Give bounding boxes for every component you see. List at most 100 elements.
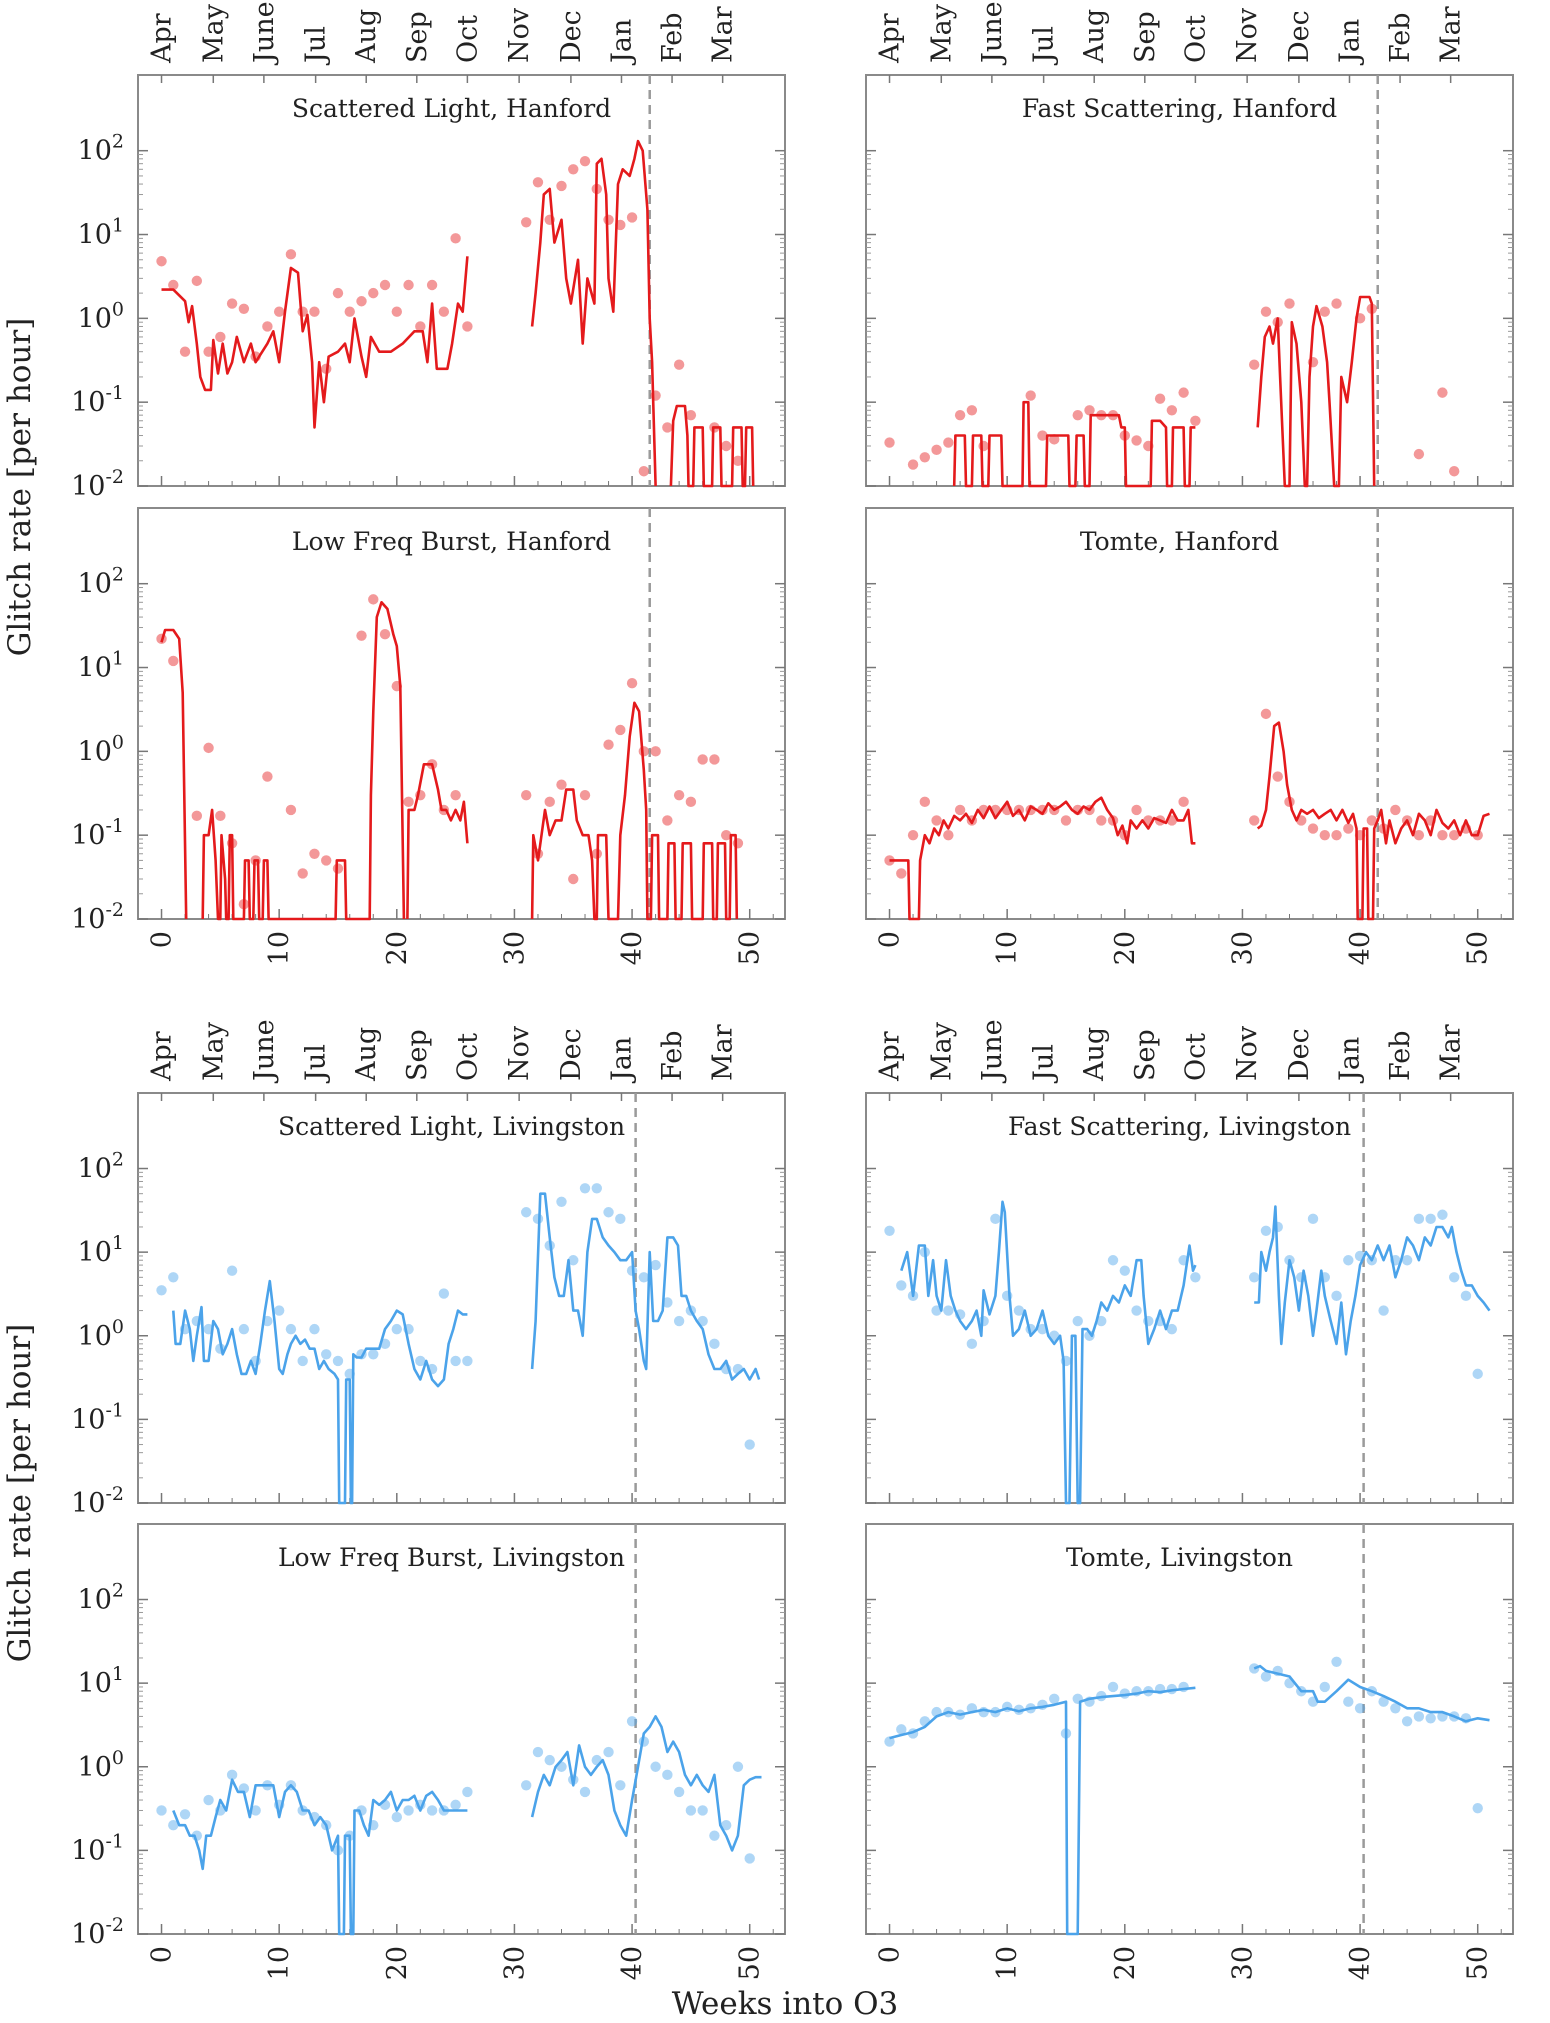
data-point: [156, 256, 167, 267]
data-point: [1249, 1272, 1260, 1283]
month-label: May: [198, 3, 229, 63]
data-point: [1401, 1255, 1413, 1266]
data-point: [579, 1786, 591, 1798]
data-point: [426, 279, 438, 291]
data-point: [285, 1323, 297, 1335]
data-point: [1401, 1716, 1413, 1727]
data-point: [532, 177, 544, 188]
panel-title: Fast Scattering, Livingston: [1008, 1112, 1351, 1141]
y-tick-label: 101: [78, 1663, 124, 1699]
data-point: [732, 838, 744, 849]
data-point: [568, 1255, 579, 1266]
data-point: [1119, 1265, 1131, 1276]
data-point: [662, 815, 673, 826]
data-point: [521, 1207, 532, 1218]
data-point: [1331, 1290, 1342, 1302]
y-tick-label: 10-2: [71, 1914, 124, 1950]
data-point: [179, 346, 191, 357]
data-point: [1460, 1290, 1472, 1302]
series-line: [889, 1686, 1196, 1936]
y-tick-label: 10-2: [71, 1483, 124, 1519]
data-point: [356, 630, 367, 641]
data-point: [368, 1349, 379, 1360]
data-point: [438, 306, 450, 317]
data-point: [709, 1338, 720, 1350]
data-point: [579, 1183, 591, 1194]
data-point: [332, 287, 344, 299]
panel-4: 0 10 20 30 40 50 Tomte, Hanford: [865, 507, 1514, 965]
month-label: May: [926, 3, 957, 63]
data-point: [1448, 466, 1460, 477]
x-tick-label: 30: [1227, 1946, 1258, 1980]
data-point: [978, 440, 989, 452]
x-tick-label: 50: [1463, 1946, 1494, 1980]
data-point: [1037, 430, 1048, 441]
points-group: [884, 708, 1483, 879]
data-point: [732, 1761, 744, 1772]
data-point: [1413, 829, 1425, 841]
x-tick-label: 40: [617, 931, 648, 965]
data-point: [238, 303, 250, 314]
y-tick-label: 102: [78, 131, 124, 167]
x-tick-label: 10: [992, 931, 1023, 965]
x-tick-label: 10: [264, 931, 295, 965]
data-point: [556, 180, 567, 192]
data-point: [450, 1799, 461, 1811]
series-line: [952, 400, 1196, 488]
data-point: [1166, 1323, 1178, 1335]
y-tick-label: 10-2: [71, 466, 124, 502]
data-point: [650, 746, 661, 757]
x-tick-label: 20: [1110, 1946, 1141, 1980]
month-label: Mar: [708, 1024, 739, 1081]
data-point: [720, 829, 732, 841]
data-point: [238, 1323, 250, 1335]
series-line: [889, 796, 1196, 921]
data-point: [556, 1196, 567, 1207]
data-point: [650, 1761, 661, 1772]
points-group: [884, 1656, 1483, 1814]
month-label: Jan: [606, 1037, 637, 1084]
data-point: [732, 455, 744, 466]
data-point: [403, 796, 414, 808]
month-label: Jul: [301, 1044, 332, 1084]
data-point: [191, 810, 203, 822]
data-point: [943, 829, 954, 841]
data-point: [1437, 387, 1448, 398]
month-label: Oct: [1180, 1033, 1211, 1081]
data-point: [462, 1786, 473, 1798]
y-tick-label: 10-2: [71, 899, 124, 935]
data-point: [368, 594, 379, 605]
month-label: Jan: [606, 19, 637, 66]
month-label: Aug: [351, 9, 382, 64]
data-point: [1390, 1703, 1401, 1714]
month-label: Dec: [1284, 1028, 1315, 1081]
data-point: [1366, 815, 1378, 826]
data-point: [709, 754, 720, 765]
data-point: [168, 279, 179, 291]
panel-title: Tomte, Livingston: [1066, 1543, 1293, 1572]
month-label: Dec: [556, 10, 587, 63]
data-point: [673, 359, 685, 370]
data-point: [1425, 1213, 1436, 1225]
data-point: [1260, 306, 1272, 317]
data-point: [168, 1272, 179, 1283]
y-tick-label: 100: [78, 1747, 124, 1783]
data-point: [907, 829, 919, 841]
data-point: [615, 1780, 626, 1791]
data-point: [685, 796, 697, 808]
data-point: [1072, 409, 1083, 421]
x-tick-label: 40: [617, 1946, 648, 1980]
data-point: [1378, 1696, 1389, 1707]
data-point: [521, 1780, 532, 1791]
x-tick-label: 10: [264, 1946, 295, 1980]
data-point: [966, 405, 978, 416]
data-point: [1319, 306, 1330, 317]
data-point: [309, 1323, 320, 1335]
data-point: [896, 1280, 907, 1291]
data-point: [273, 1305, 285, 1316]
x-tick-label: 0: [875, 1946, 906, 1963]
x-tick-label: 0: [147, 1946, 178, 1963]
